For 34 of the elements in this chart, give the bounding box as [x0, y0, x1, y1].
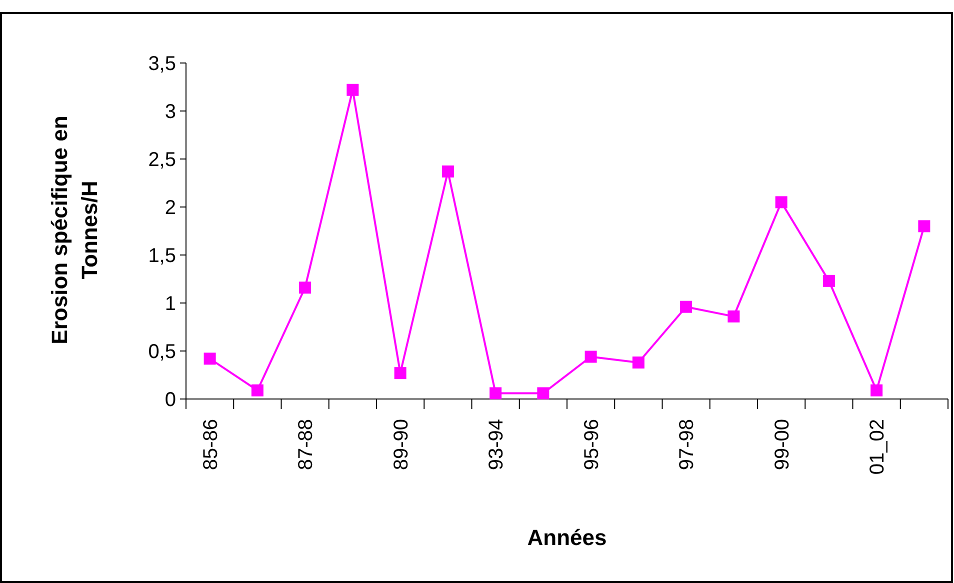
- point: [394, 367, 406, 380]
- y-tick-label: 2,5: [148, 149, 176, 171]
- x-tick-label: 89-90: [390, 419, 412, 470]
- point: [584, 350, 597, 363]
- point: [346, 84, 359, 96]
- x-tick-label: 85-86: [200, 419, 222, 470]
- y-tick-label: 0,5: [148, 341, 176, 363]
- x-tick-label: 93-94: [486, 419, 508, 470]
- point: [204, 352, 216, 365]
- x-tick-label: 97-98: [676, 419, 698, 470]
- y-tick-label: 3,5: [148, 53, 176, 75]
- point: [775, 196, 788, 208]
- point: [728, 310, 740, 322]
- point: [822, 274, 835, 287]
- y-tick-label: 3: [164, 101, 176, 123]
- y-tick-label: 0: [164, 389, 176, 411]
- point: [251, 384, 264, 396]
- y-tick-label: 2: [164, 197, 176, 219]
- y-tick-label: 1: [164, 293, 176, 315]
- x-tick-label: 01_02: [866, 419, 889, 475]
- x-tick-label: 87-88: [295, 419, 318, 470]
- y-tick-label: 1,5: [148, 245, 176, 267]
- x-tick-label: 95-96: [580, 419, 603, 470]
- x-tick-label: 99-00: [771, 419, 794, 470]
- point: [299, 282, 312, 294]
- point: [490, 387, 502, 400]
- x-axis-title: Années: [527, 525, 607, 550]
- point: [442, 165, 454, 178]
- point: [537, 387, 550, 400]
- point: [632, 356, 644, 369]
- point: [870, 384, 883, 396]
- y-axis-title: Erosion spécifique en Tonnes/H: [46, 114, 103, 346]
- point: [918, 220, 930, 232]
- point: [680, 300, 692, 313]
